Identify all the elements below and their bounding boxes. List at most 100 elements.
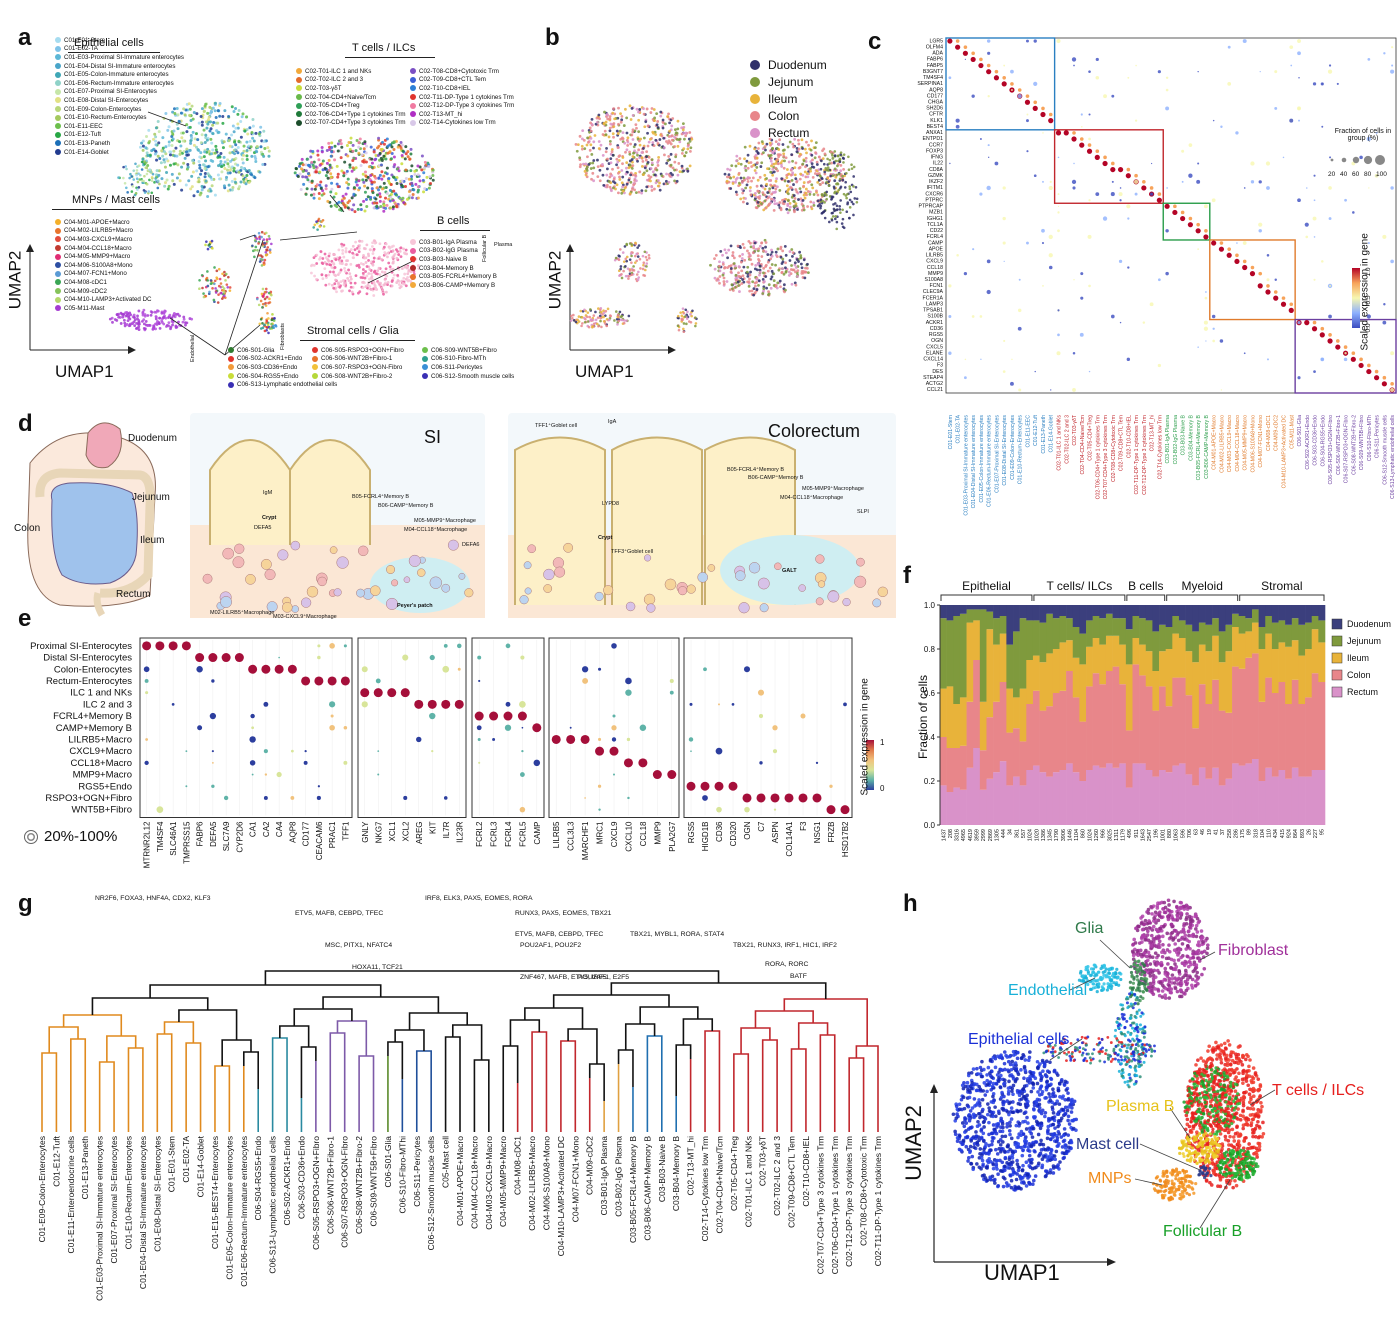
tf-annotation: IRF8, ELK3, PAX5, EOMES, RORA: [425, 895, 533, 902]
tf-annotation: RORA, RORC: [765, 961, 809, 968]
dot: [329, 701, 336, 708]
legend-swatch: [55, 305, 61, 312]
dot: [1026, 119, 1029, 123]
dendrogram-leaf-label: C04-M10-LAMP3+Activated DC: [556, 1136, 566, 1256]
bar-segment-duodenum: [1318, 605, 1326, 621]
dot: [980, 358, 982, 361]
cluster-label: Fibroblast: [1218, 942, 1289, 959]
row-label: CXCL9+Macro: [69, 746, 132, 757]
dot: [770, 793, 780, 803]
dendrogram-leaf-label: C01-E13-Paneth: [80, 1136, 90, 1200]
cell: [277, 549, 289, 561]
dot: [197, 725, 203, 731]
tf-annotation: NR2F6, FOXA3, HNF4A, CDX2, KLF3: [95, 895, 211, 902]
dendrogram-branch: [797, 1022, 829, 1049]
gene-label: MZB1: [929, 210, 943, 216]
dot: [986, 63, 991, 68]
dot: [1018, 278, 1021, 281]
dendrogram-leaf-label: C06-S07-RSPO3+OGN-Fibro: [340, 1136, 350, 1248]
cell-count-label: 41: [1213, 829, 1219, 835]
cluster-label: C04-M03-CXCL9+Macro: [1227, 415, 1233, 472]
dot: [667, 770, 677, 780]
dot: [597, 784, 602, 788]
bar-segment-ileum: [1178, 638, 1186, 678]
bar-segment-jejunum: [1212, 618, 1220, 636]
gene-label: RGS5: [929, 332, 943, 338]
dot: [1219, 241, 1224, 245]
cell-count-label: 3906: [1061, 829, 1067, 841]
dendrogram-branch: [178, 1009, 238, 1040]
cluster-label: C06-S04-RGS5+Endo: [1320, 415, 1326, 467]
gene-label: LAMP3: [926, 301, 943, 307]
cell: [357, 545, 369, 557]
dot: [1313, 370, 1316, 373]
dot: [1328, 314, 1332, 319]
dendrogram-leaf-label: C01-E07-Proximal SI-Enterocytes: [109, 1136, 119, 1264]
region-cluster-bcell: [709, 238, 810, 297]
cell-count-label: 415: [1280, 829, 1286, 838]
dot: [316, 795, 321, 801]
cell: [697, 572, 709, 583]
cell-count-label: 1179: [1121, 829, 1127, 841]
colorectum-annotation: IgA: [608, 419, 617, 425]
dot: [1266, 358, 1269, 361]
dot: [373, 688, 383, 698]
cell: [827, 590, 840, 603]
dot: [478, 761, 481, 764]
cell: [759, 603, 769, 613]
panel-a-y-axis-label: UMAP2: [5, 250, 25, 310]
dot: [1157, 278, 1161, 282]
dot: [1017, 326, 1022, 331]
gene-label: OGN: [743, 821, 752, 839]
bar-segment-duodenum: [1125, 605, 1133, 630]
dot: [317, 655, 321, 660]
dot: [1336, 82, 1339, 85]
dendrogram-leaf-label: C01-E14-Goblet: [196, 1135, 206, 1197]
dot: [1311, 326, 1318, 332]
dot: [1188, 216, 1193, 221]
dot: [1134, 173, 1138, 178]
cell-count-label: 34: [1008, 829, 1014, 835]
gene-label: PLA2G7: [668, 821, 677, 852]
dot: [1266, 186, 1270, 190]
y-tick-label: 0.6: [924, 689, 936, 698]
bar-segment-colon: [1092, 673, 1100, 766]
legend-label: C06-S03-CD36+Endo: [237, 363, 298, 371]
bar-segment-rectum: [1271, 776, 1279, 825]
panel-b-legend-entry: Ileum: [750, 90, 827, 107]
bar-segment-colon: [1032, 690, 1040, 766]
bar-segment-ileum: [1032, 655, 1040, 691]
dot: [431, 750, 434, 753]
bar-segment-jejunum: [940, 618, 947, 689]
cell: [245, 574, 256, 585]
dendrogram-branch: [740, 1027, 771, 1054]
bar-segment-jejunum: [1006, 644, 1014, 689]
panel-b-umap-scatter: [566, 104, 859, 354]
cluster-label: C04-M01-APOE+Macro: [1212, 415, 1218, 470]
legend-entry: C06-S09-WNT5B+Fibro: [422, 346, 514, 355]
gene-label: CCL21: [927, 387, 943, 393]
gene-label: CD36: [930, 326, 943, 332]
bar-segment-jejunum: [1318, 620, 1326, 643]
cluster-label: C01-E10-Rectum-Enterocytes: [1018, 415, 1024, 485]
legend-label: C02-T14-Cytokines low Trm: [419, 119, 496, 127]
cluster-label: C06-S11-Pericytes: [1375, 415, 1381, 459]
cell: [329, 546, 338, 554]
cell-count-label: 4619: [968, 829, 974, 841]
cell: [552, 557, 565, 569]
legend-label: C02-T13-MT_hi: [419, 110, 463, 118]
cell-count-label: 1104: [1074, 829, 1080, 841]
panel-a-legend: C01-E01-Stem C01-E02-TA C01-E03-Proximal S…: [55, 36, 184, 156]
dot: [955, 124, 960, 129]
legend-entry: C01-E03-Proximal SI-Immature enterocytes: [55, 53, 184, 62]
dot: [1026, 113, 1029, 116]
legend-label: C01-E08-Distal SI-Enterocytes: [64, 96, 149, 104]
gene-label: ELANE: [926, 350, 944, 356]
dot: [986, 259, 991, 264]
gene-label: IKZF2: [929, 179, 943, 185]
gene-label: FCRL2: [475, 821, 484, 847]
legend-swatch: [55, 270, 61, 277]
dendrogram-leaf-label: C03-B05-FCRL4+Memory B: [628, 1136, 638, 1243]
legend-entry: C02-T05-CD4+Treg: [296, 101, 406, 110]
cell-count-label: 2999: [981, 829, 987, 841]
